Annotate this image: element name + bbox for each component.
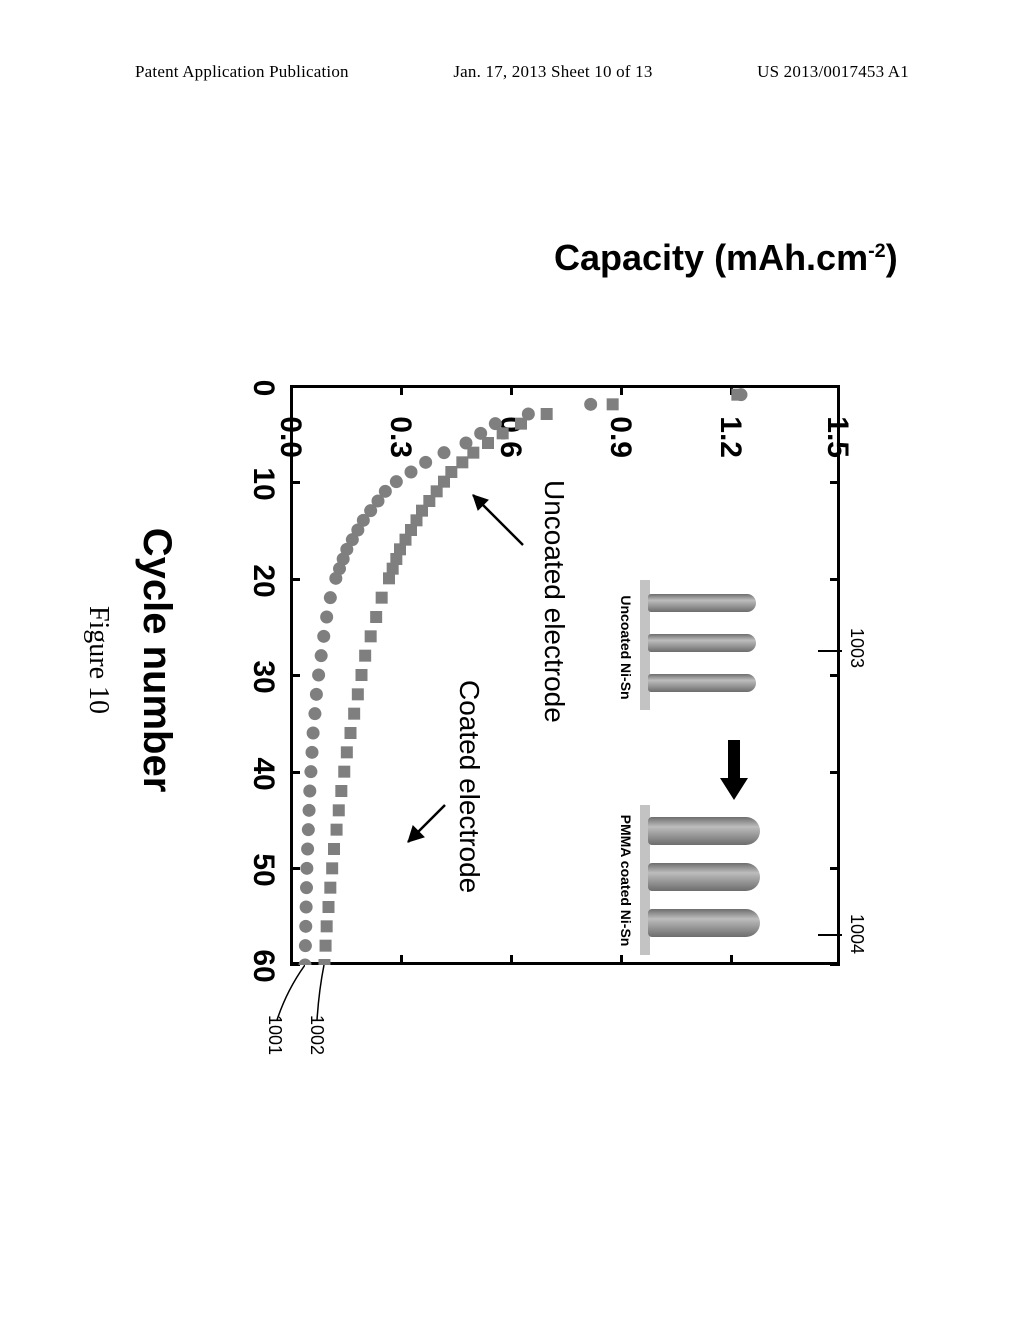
pillar-icon <box>648 863 760 891</box>
series-label-coated: Coated electrode <box>453 680 485 893</box>
figure-caption: Figure 10 <box>82 270 114 1050</box>
header-left: Patent Application Publication <box>135 62 349 82</box>
header-center: Jan. 17, 2013 Sheet 10 of 13 <box>453 62 652 82</box>
xtick-label: 20 <box>246 564 280 597</box>
callout-1002: 1002 <box>306 1015 327 1055</box>
figure-area: 0.0 0.3 0.6 0.9 1.2 1.5 0 10 20 30 40 <box>140 270 880 1050</box>
xtick-label: 30 <box>246 660 280 693</box>
pillar-icon <box>648 674 756 692</box>
pillar-icon <box>648 817 760 845</box>
x-axis-label: Cycle number <box>134 270 179 1050</box>
arrow-icon <box>720 740 748 800</box>
inset-label-right: PMMA coated Ni-Sn <box>618 798 634 963</box>
arrow-icon <box>458 485 528 555</box>
callout-line <box>309 965 327 1020</box>
xtick-label: 10 <box>246 467 280 500</box>
callout-line <box>270 965 305 1020</box>
callout-line <box>818 934 842 936</box>
callout-1001: 1001 <box>264 1015 285 1055</box>
callout-1004: 1004 <box>846 914 867 954</box>
header-right: US 2013/0017453 A1 <box>757 62 909 82</box>
callout-1003: 1003 <box>846 628 867 668</box>
xtick-label: 40 <box>246 757 280 790</box>
inset-schematic: Uncoated Ni-Sn PMMA coated Ni-Sn <box>610 580 820 950</box>
pillar-icon <box>648 594 756 612</box>
capacity-vs-cycle-chart: 0.0 0.3 0.6 0.9 1.2 1.5 0 10 20 30 40 <box>140 270 880 1050</box>
arrow-icon <box>390 800 450 860</box>
pillar-icon <box>648 634 756 652</box>
y-axis-label: Capacity (mAh.cm-2) <box>554 237 898 279</box>
callout-line <box>818 650 842 652</box>
pillar-icon <box>648 909 760 937</box>
series-label-uncoated: Uncoated electrode <box>538 480 570 723</box>
page-header: Patent Application Publication Jan. 17, … <box>0 62 1024 82</box>
inset-label-left: Uncoated Ni-Sn <box>618 580 634 715</box>
xtick-label: 50 <box>246 853 280 886</box>
xtick-label: 0 <box>246 380 280 397</box>
